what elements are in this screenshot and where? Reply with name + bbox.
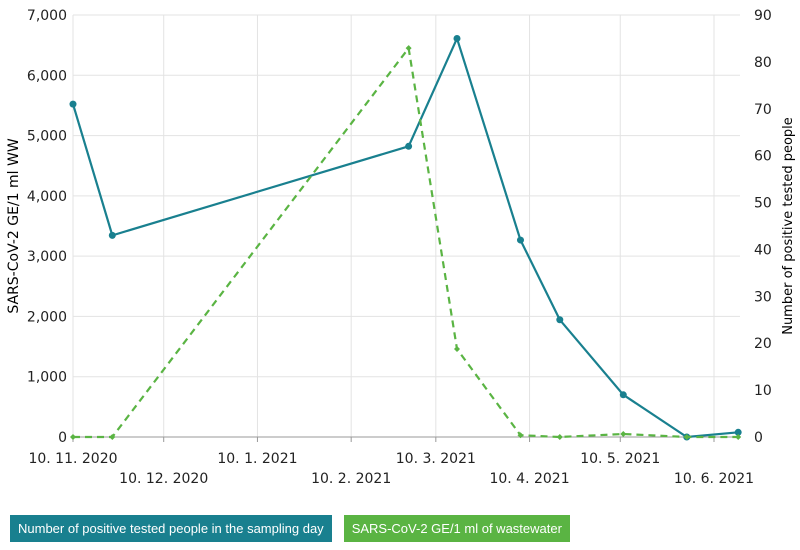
data-point [109,434,116,440]
data-point [556,316,564,324]
data-point [405,142,413,150]
data-point [108,231,116,239]
y-tick-right: 10 [754,383,772,399]
data-point [453,34,461,42]
grid [72,14,740,438]
y-tick-right: 90 [754,8,772,24]
series-line-0 [71,35,739,439]
y-tick-right: 30 [754,289,772,305]
x-tick-label: 10. 3. 2021 [396,451,476,467]
series-line-1 [73,45,739,439]
y-tick-right: 20 [754,336,772,352]
chart: 0 1,000 2,000 3,000 4,000 5,000 6,000 7,000 0 10 2… [6,8,796,487]
y-tick-left: 2,000 [27,309,67,325]
x-tick-label: 10. 6. 2021 [674,471,754,487]
legend: Number of positive tested people in the … [10,515,570,542]
y-tick-right: 70 [754,102,772,118]
legend-item-wastewater[interactable]: SARS-CoV-2 GE/1 ml of wastewater [343,515,570,542]
data-point [556,434,563,440]
y-tick-left: 3,000 [27,249,67,265]
data-point [405,45,412,52]
y-tick-left: 4,000 [27,189,67,205]
data-point [516,236,524,244]
x-tick-label: 10. 12. 2020 [119,471,208,487]
x-tick-label: 10. 1. 2021 [217,451,297,467]
y-tick-right: 50 [754,196,772,212]
x-tick-label: 10. 5. 2021 [580,451,660,467]
data-point [69,100,77,108]
data-point [517,432,524,439]
x-tick-label: 10. 2. 2021 [311,471,391,487]
data-point [620,430,627,437]
x-tick-label: 10. 11. 2020 [28,451,117,467]
axes: 0 1,000 2,000 3,000 4,000 5,000 6,000 7,000 0 10 2… [27,8,772,487]
data-point [453,345,460,352]
y-axis-right-label: Number of positive tested people [781,117,796,335]
y-tick-left: 7,000 [27,8,67,24]
y-tick-left: 0 [58,430,67,446]
x-tick-label: 10. 4. 2021 [489,471,569,487]
data-point [735,434,742,440]
y-tick-right: 40 [754,242,772,258]
legend-item-positive-people[interactable]: Number of positive tested people in the … [10,515,332,542]
data-point [619,391,627,399]
y-tick-left: 5,000 [27,129,67,145]
y-tick-right: 0 [754,430,763,446]
y-tick-left: 6,000 [27,68,67,84]
data-point [734,428,742,436]
data-point [683,434,690,440]
y-axis-left-label: SARS-CoV-2 GE/1 ml WW [6,138,22,313]
y-tick-left: 1,000 [27,370,67,386]
y-tick-right: 80 [754,55,772,71]
data-point [70,434,76,440]
y-tick-right: 60 [754,149,772,165]
series-lines [69,34,742,441]
